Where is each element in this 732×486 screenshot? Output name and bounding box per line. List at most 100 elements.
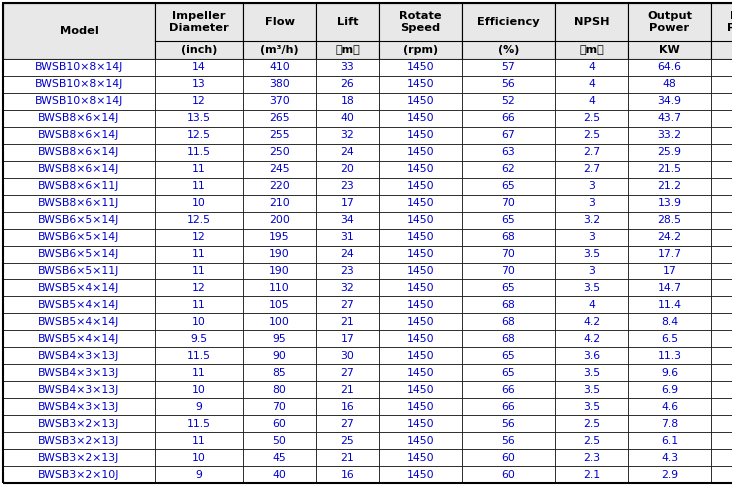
Text: 14.7: 14.7 [657, 283, 681, 293]
Bar [462, 76, 555, 93]
Text: Lift: Lift [337, 17, 358, 27]
Bar [155, 415, 243, 432]
Text: 70: 70 [272, 402, 286, 412]
Text: 11.4: 11.4 [657, 300, 681, 310]
Bar [462, 127, 555, 144]
Text: 16: 16 [340, 402, 354, 412]
Bar [462, 59, 555, 76]
Bar [462, 110, 555, 127]
Text: 12.5: 12.5 [187, 215, 211, 225]
Text: 11.5: 11.5 [187, 147, 211, 157]
Bar [379, 415, 462, 432]
Text: 2.9: 2.9 [661, 469, 678, 480]
Bar [379, 296, 462, 313]
Text: 1450: 1450 [407, 232, 434, 242]
Text: 11: 11 [192, 249, 206, 259]
Text: 1450: 1450 [407, 283, 434, 293]
Text: 27: 27 [340, 418, 354, 429]
Bar [3, 228, 155, 245]
Bar [243, 296, 316, 313]
Bar [379, 262, 462, 279]
Bar [628, 296, 711, 313]
Bar [3, 466, 155, 483]
Text: Rotate
Speed: Rotate Speed [399, 11, 442, 33]
Bar [155, 313, 243, 330]
Text: 1450: 1450 [407, 79, 434, 89]
Bar [462, 279, 555, 296]
Bar [316, 3, 379, 59]
Bar [711, 127, 732, 144]
Bar [555, 110, 628, 127]
Bar [555, 313, 628, 330]
Text: 70: 70 [501, 198, 515, 208]
Text: 2.5: 2.5 [583, 435, 600, 446]
Bar [316, 381, 379, 398]
Bar [316, 211, 379, 228]
Bar [3, 76, 155, 93]
Text: BWSB5×4×14J: BWSB5×4×14J [38, 300, 120, 310]
Text: 4.6: 4.6 [661, 402, 678, 412]
Bar [155, 161, 243, 178]
Text: 2.7: 2.7 [583, 164, 600, 174]
Bar [711, 466, 732, 483]
Bar [243, 161, 316, 178]
Text: 50: 50 [272, 435, 286, 446]
Bar [628, 76, 711, 93]
Text: 1450: 1450 [407, 317, 434, 327]
Bar [155, 381, 243, 398]
Text: BWSB6×5×14J: BWSB6×5×14J [38, 249, 120, 259]
Bar [155, 178, 243, 195]
Bar [711, 3, 732, 59]
Text: 68: 68 [501, 317, 515, 327]
Text: 18: 18 [340, 96, 354, 106]
Text: 4: 4 [588, 79, 595, 89]
Text: 1450: 1450 [407, 215, 434, 225]
Bar [155, 93, 243, 110]
Bar [711, 195, 732, 211]
Text: 13.9: 13.9 [657, 198, 681, 208]
Text: 8.4: 8.4 [661, 317, 678, 327]
Bar [316, 466, 379, 483]
Bar [555, 93, 628, 110]
Text: BWSB5×4×14J: BWSB5×4×14J [38, 334, 120, 344]
Bar [462, 93, 555, 110]
Text: 1450: 1450 [407, 266, 434, 276]
Bar [711, 330, 732, 347]
Text: 85: 85 [272, 368, 286, 378]
Bar [555, 449, 628, 466]
Text: 3.5: 3.5 [583, 385, 600, 395]
Bar [462, 178, 555, 195]
Bar [555, 381, 628, 398]
Text: 2.5: 2.5 [583, 130, 600, 140]
Bar [555, 211, 628, 228]
Bar [379, 161, 462, 178]
Text: 60: 60 [501, 469, 515, 480]
Text: 34: 34 [340, 215, 354, 225]
Text: 66: 66 [501, 113, 515, 123]
Bar [3, 330, 155, 347]
Text: 27: 27 [340, 368, 354, 378]
Text: 110: 110 [269, 283, 290, 293]
Text: 100: 100 [269, 317, 290, 327]
Bar [628, 347, 711, 364]
Bar [243, 211, 316, 228]
Bar [3, 3, 155, 59]
Text: 12: 12 [192, 283, 206, 293]
Text: 6.9: 6.9 [661, 385, 678, 395]
Bar [316, 59, 379, 76]
Text: 28.5: 28.5 [657, 215, 681, 225]
Text: 4.3: 4.3 [661, 452, 678, 463]
Text: 9: 9 [195, 402, 203, 412]
Text: 4: 4 [588, 300, 595, 310]
Bar [316, 262, 379, 279]
Bar [316, 178, 379, 195]
Text: 380: 380 [269, 79, 290, 89]
Bar [316, 415, 379, 432]
Text: 70: 70 [501, 249, 515, 259]
Text: 12: 12 [192, 232, 206, 242]
Text: 3: 3 [588, 232, 595, 242]
Bar [628, 161, 711, 178]
Bar [711, 449, 732, 466]
Bar [3, 144, 155, 161]
Bar [628, 262, 711, 279]
